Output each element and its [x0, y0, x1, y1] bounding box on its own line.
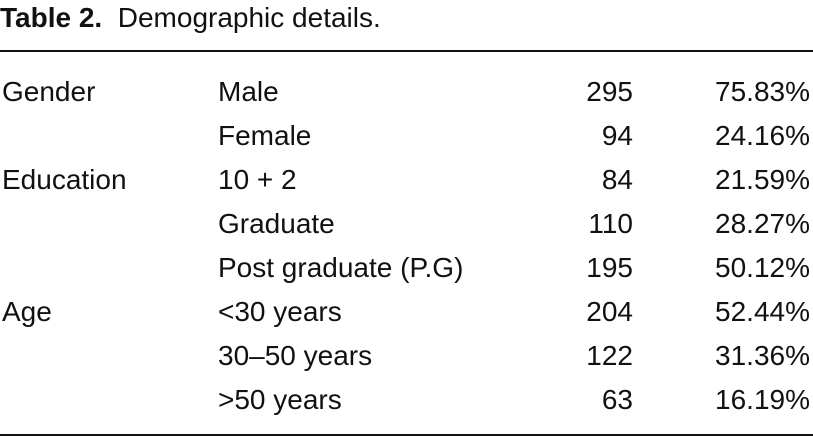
table-caption: Demographic details.: [117, 2, 381, 33]
item-percent: 52.44%: [715, 296, 810, 327]
item-percent: 31.36%: [715, 340, 810, 371]
item-label: <30 years: [218, 296, 342, 327]
group-name: Age: [2, 296, 52, 327]
table-title: Table 2. Demographic details.: [0, 1, 381, 35]
item-label: Graduate: [218, 208, 335, 239]
group-name: Education: [2, 164, 127, 195]
item-label: 30–50 years: [218, 340, 373, 371]
item-percent: 24.16%: [715, 120, 810, 151]
item-label: 10 + 2: [218, 164, 297, 195]
item-count: 84: [601, 164, 633, 195]
bottom-rule: [0, 434, 813, 436]
table-label: Table 2.: [0, 2, 103, 33]
item-count: 94: [601, 120, 633, 151]
group-name: Gender: [2, 76, 96, 107]
item-label: >50 years: [218, 384, 342, 415]
item-percent: 50.12%: [715, 252, 810, 283]
item-count: 63: [601, 384, 633, 415]
item-percent: 28.27%: [715, 208, 810, 239]
item-count: 295: [586, 76, 633, 107]
top-rule: [0, 50, 813, 52]
item-label: Male: [218, 76, 279, 107]
item-percent: 16.19%: [715, 384, 810, 415]
item-label: Post graduate (P.G): [218, 252, 464, 283]
item-count: 204: [586, 296, 633, 327]
item-count: 195: [586, 252, 633, 283]
item-count: 110: [588, 208, 633, 239]
item-count: 122: [586, 340, 633, 371]
item-percent: 75.83%: [715, 76, 810, 107]
item-percent: 21.59%: [715, 164, 810, 195]
item-label: Female: [218, 120, 312, 151]
